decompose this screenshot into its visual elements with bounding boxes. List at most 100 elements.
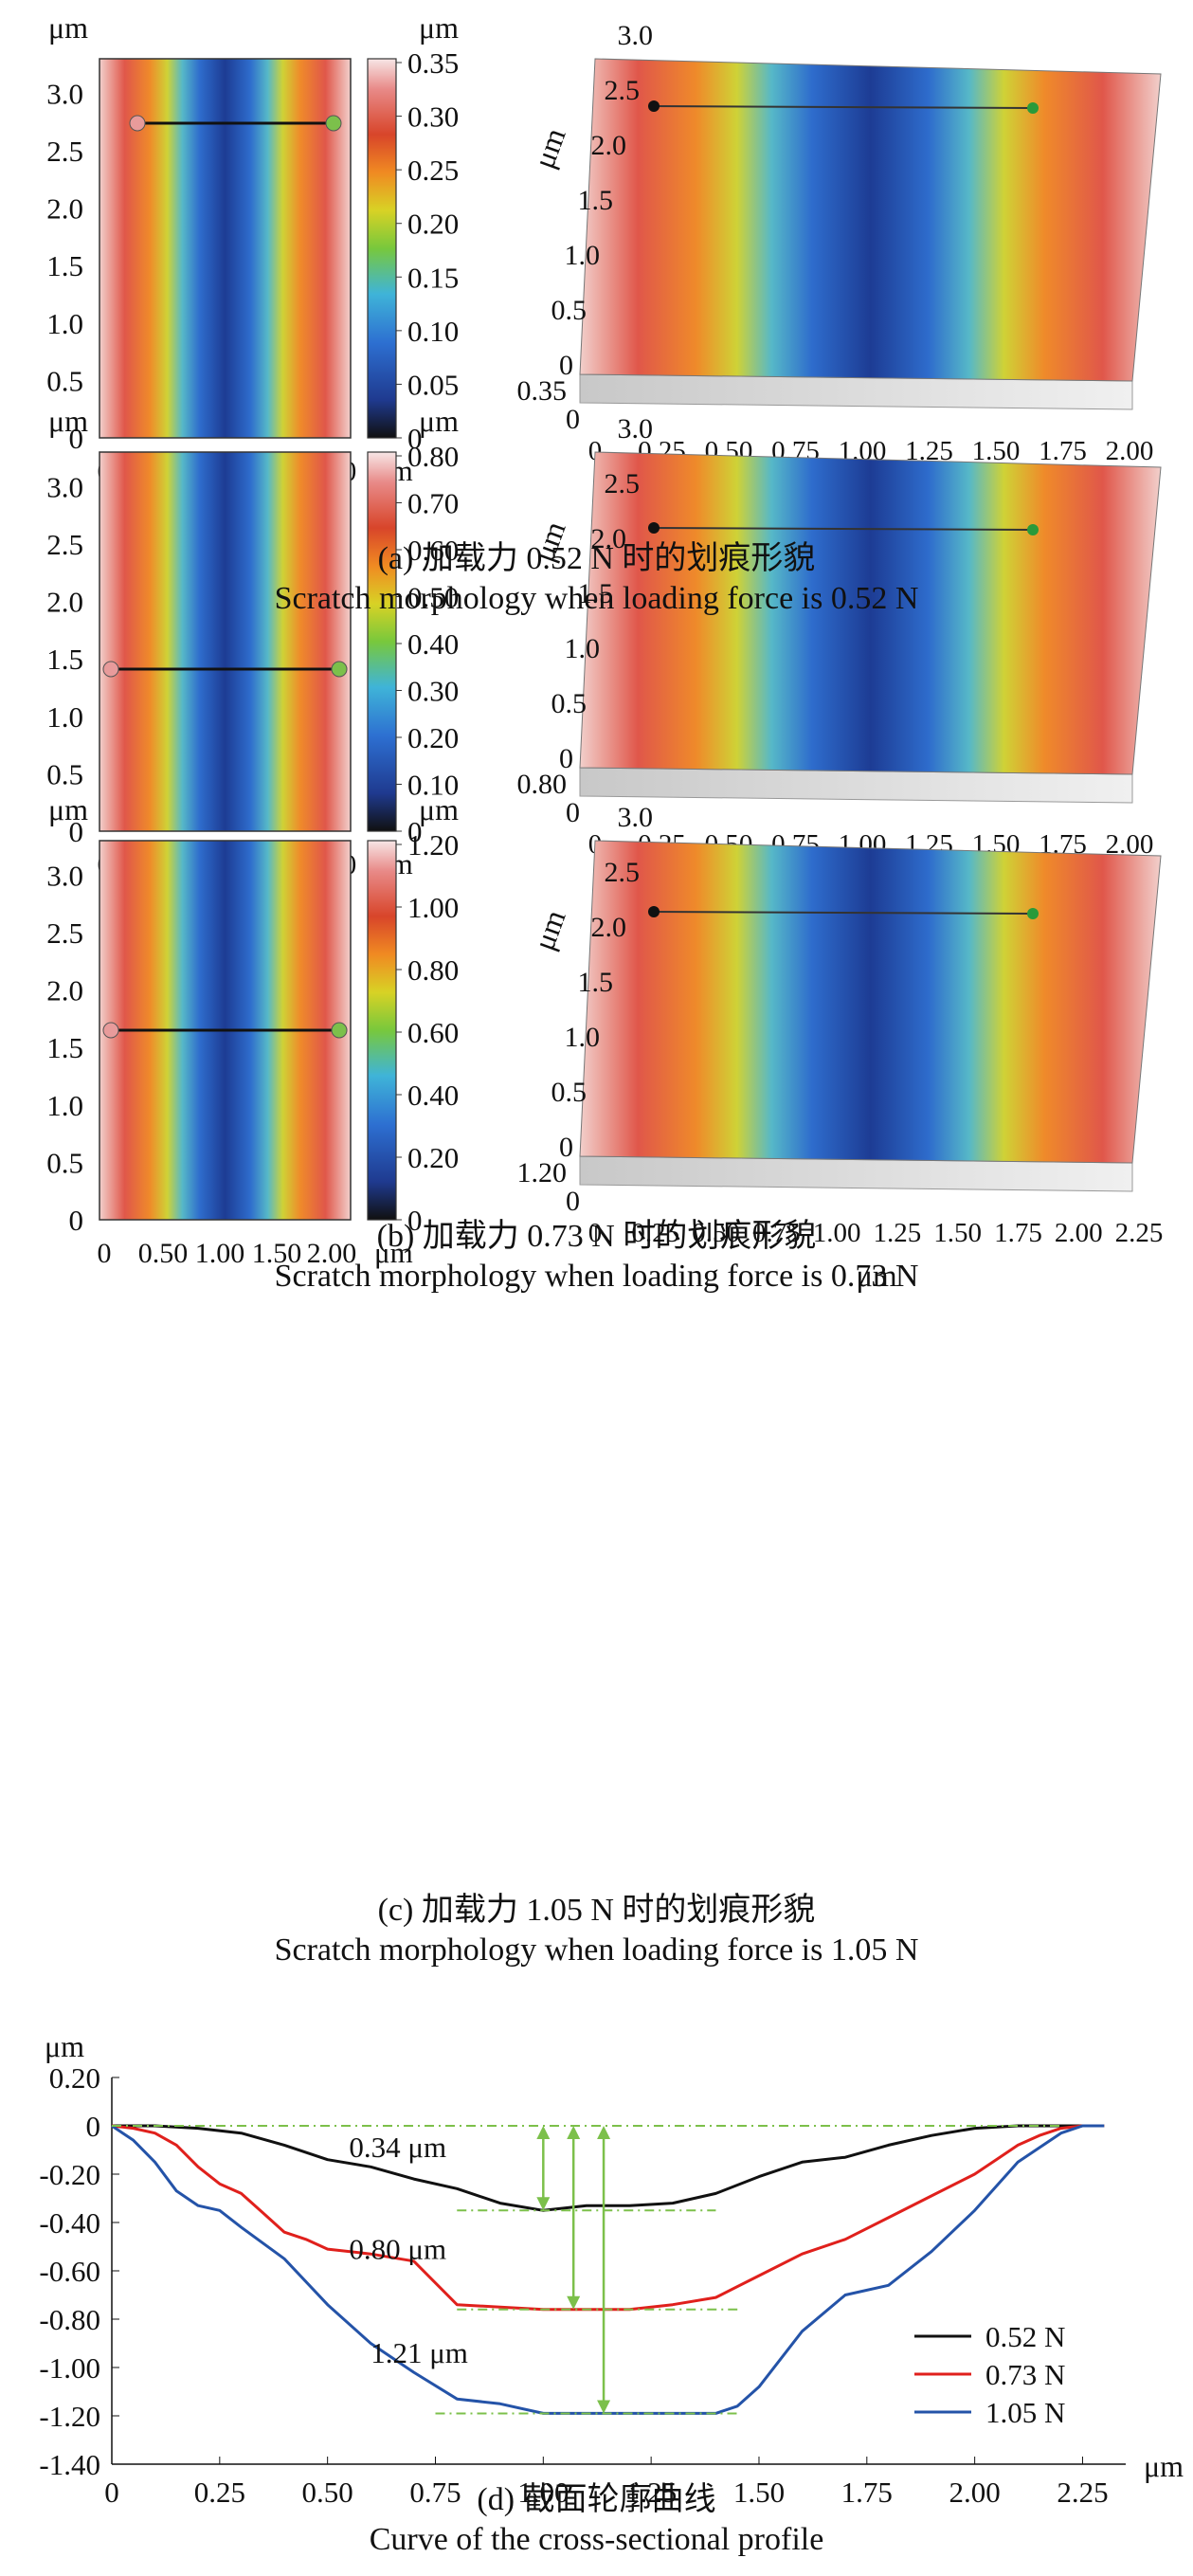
y-tick-label: -0.60 [39, 2255, 100, 2288]
surface-y-tick: 0.5 [551, 1077, 587, 1108]
heatmap-map [99, 452, 351, 831]
surface-end-marker [1027, 908, 1039, 919]
surface-z-tick: 0 [566, 404, 580, 435]
surface-x-unit: μm [856, 1260, 897, 1294]
surface-y-tick: 2.0 [591, 523, 627, 554]
heatmap-frame [99, 840, 352, 1221]
colorbar-tick: 0.10 [407, 769, 459, 802]
map-y-tick: 2.5 [46, 135, 83, 168]
colorbar-tick: 0.80 [407, 953, 459, 987]
depth-label: 0.80 μm [349, 2232, 446, 2265]
surface-x-tick: 2.00 [1106, 436, 1154, 466]
surface-start-marker [648, 100, 660, 112]
x-tick-label: 2.00 [949, 2476, 1001, 2509]
colorbar-unit: μm [419, 792, 459, 826]
legend-label: 0.73 N [985, 2358, 1065, 2391]
map-x-tick: 1.50 [252, 1238, 302, 1269]
panel-b: μm00.51.01.52.02.53.000.501.001.502.00μm… [46, 404, 1162, 905]
surface-y-tick: 1.5 [578, 185, 614, 216]
colorbar-tick: 0.50 [407, 581, 459, 614]
colorbar-tick: 0.20 [407, 721, 459, 754]
surface-y-tick: 0.5 [551, 295, 587, 326]
y-tick-label: -0.80 [39, 2303, 100, 2336]
colorbar-tick: 0.80 [407, 440, 459, 473]
x-tick-label: 1.75 [841, 2476, 893, 2509]
profile-end-marker [331, 661, 348, 678]
profile-start-marker [102, 1022, 119, 1039]
series-line-105 [111, 2124, 1105, 2415]
surface-x-tick: 1.50 [933, 1218, 982, 1248]
surface-x-tick: 0 [588, 1218, 603, 1248]
surface-start-marker [648, 906, 660, 917]
map-y-unit: μm [48, 404, 88, 438]
x-tick-label: 1.00 [517, 2476, 569, 2509]
colorbar-tick: 0 [407, 422, 423, 455]
arrow-head-top [567, 2126, 581, 2139]
surface-top [579, 58, 1162, 382]
caption-c-cn: (c) 加载力 1.05 N 时的划痕形貌 [377, 1893, 816, 1928]
x-tick-label: 1.25 [625, 2476, 677, 2509]
surface-profile-line [653, 911, 1034, 915]
caption-d-cn: (d) 截面轮廓曲线 [477, 2482, 716, 2517]
surface-y-tick: 0 [559, 743, 573, 774]
caption-d-en: Curve of the cross-sectional profile [369, 2522, 824, 2557]
map-y-unit: μm [48, 792, 88, 826]
colorbar-unit: μm [419, 404, 459, 438]
colorbar-tick: 0.30 [407, 100, 459, 134]
arrow-head-top [597, 2126, 611, 2139]
colorbar-tick: 0.20 [407, 1141, 459, 1174]
series-line-073 [111, 2124, 1105, 2312]
surface-x-tick: 1.50 [972, 436, 1021, 466]
map-y-unit: μm [48, 10, 88, 45]
map-y-tick: 0 [69, 422, 84, 455]
y-tick-label: -1.00 [39, 2351, 100, 2385]
colorbar-tick: 0.35 [407, 46, 459, 80]
y-tick-label: -0.20 [39, 2158, 100, 2191]
colorbar-tick: 0 [407, 815, 423, 848]
surface-top [579, 840, 1162, 1164]
y-tick-label: -1.20 [39, 2400, 100, 2433]
x-tick-label: 1.50 [733, 2476, 785, 2509]
surface-profile-line [653, 527, 1034, 531]
arrow-head-bottom [597, 2400, 611, 2414]
surface-x-tick: 2.25 [1115, 1218, 1164, 1248]
surface-end-marker [1027, 524, 1039, 535]
colorbar-tick: 0.15 [407, 261, 459, 294]
x-tick-label: 0.75 [409, 2476, 461, 2509]
map-x-tick: 0.50 [138, 1238, 189, 1269]
map-x-tick: 0 [98, 1238, 112, 1269]
surface-y-unit: μm [527, 905, 572, 954]
profile-end-marker [331, 1022, 348, 1039]
surface-x-tick: 0.75 [752, 1218, 801, 1248]
map-y-tick: 1.5 [46, 1031, 83, 1064]
map-y-tick: 1.0 [46, 1089, 83, 1122]
arrow-head-bottom [567, 2295, 581, 2310]
surface-x-tick: 0.50 [692, 1218, 740, 1248]
surface-y-tick: 3.0 [618, 413, 654, 444]
surface-x-tick: 1.00 [813, 1218, 861, 1248]
surface-start-marker [648, 522, 660, 534]
surface-y-tick: 1.5 [578, 578, 614, 609]
y-tick-label: 0.20 [49, 2061, 100, 2095]
depth-label: 0.34 μm [349, 2131, 446, 2164]
surface-z-tick: 0.80 [517, 769, 568, 800]
colorbar-tick: 1.00 [407, 891, 459, 924]
map-y-tick: 0.5 [46, 364, 83, 397]
map-x-tick: 1.00 [195, 1238, 245, 1269]
surface-y-tick: 2.5 [605, 468, 641, 499]
map-y-tick: 1.0 [46, 700, 83, 734]
surface-y-tick: 2.5 [605, 75, 641, 106]
colorbar [367, 451, 397, 832]
y-tick-label: -1.40 [39, 2448, 100, 2481]
x-tick-label: 2.25 [1057, 2476, 1108, 2509]
colorbar-tick: 0.40 [407, 1079, 459, 1112]
surface-y-tick: 0.5 [551, 688, 587, 719]
legend-label: 0.52 N [985, 2320, 1065, 2353]
surface-3d: 00.250.500.751.001.251.501.752.00μm00.51… [517, 20, 1162, 512]
colorbar-tick: 0.05 [407, 368, 459, 401]
colorbar-unit: μm [419, 10, 459, 45]
surface-z-tick: 1.20 [517, 1157, 568, 1188]
map-y-tick: 3.0 [46, 859, 83, 892]
